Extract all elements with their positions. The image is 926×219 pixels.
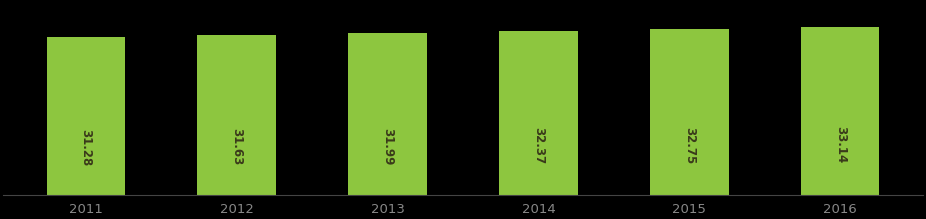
Bar (801, 27, 880, 195)
Bar (348, 33, 427, 195)
Bar (499, 31, 578, 195)
Bar (46, 37, 125, 195)
Bar (197, 35, 276, 195)
Text: 32.75: 32.75 (682, 127, 695, 164)
Text: 31.99: 31.99 (382, 128, 394, 165)
Text: 31.63: 31.63 (231, 128, 244, 166)
Text: 31.28: 31.28 (80, 129, 93, 166)
Bar (650, 29, 729, 195)
Text: 32.37: 32.37 (532, 127, 544, 164)
Text: 33.14: 33.14 (833, 126, 846, 163)
